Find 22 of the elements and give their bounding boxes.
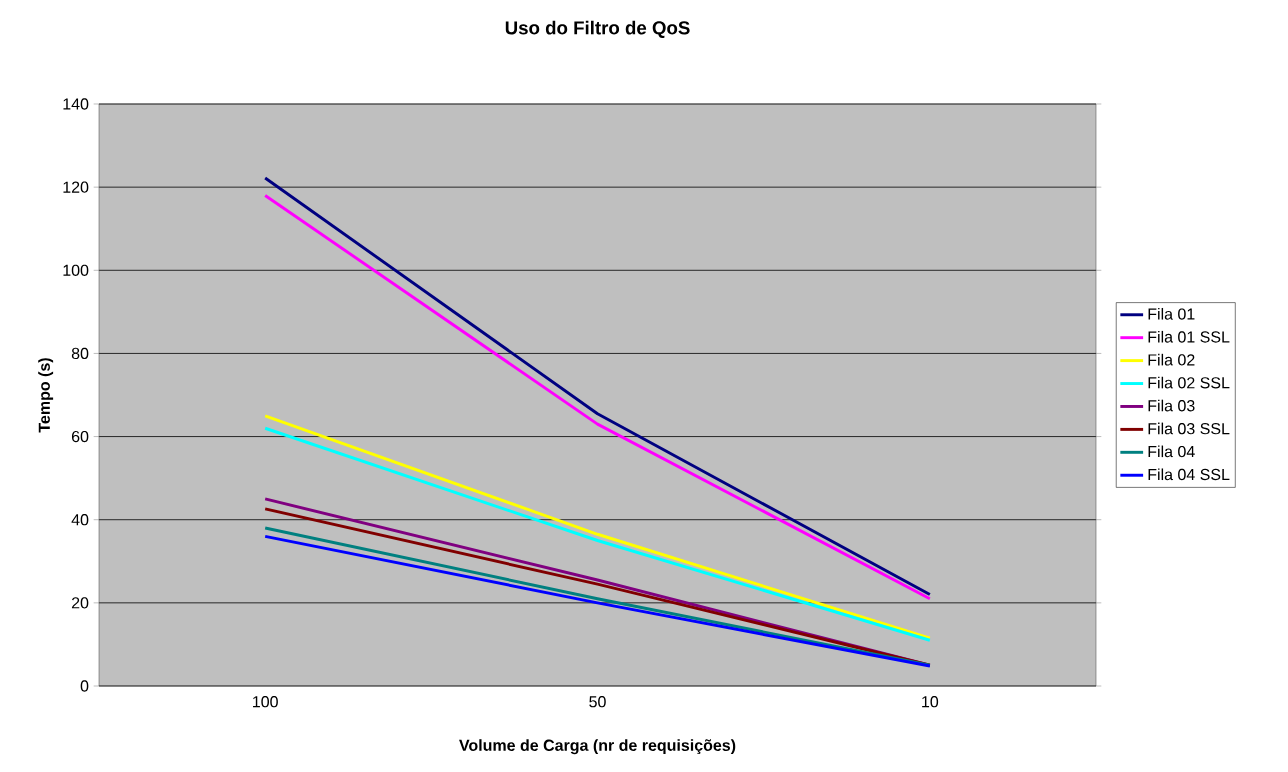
x-tick-label: 50	[589, 696, 606, 708]
y-tick-label: 20	[71, 597, 89, 609]
x-tick-label: 100	[253, 696, 278, 708]
chart-title: Uso do Filtro de QoS	[505, 20, 690, 38]
y-tick-label: 80	[71, 347, 89, 360]
y-tick-label: 60	[71, 430, 89, 443]
y-tick-label: 120	[63, 181, 89, 193]
x-axis-title: Volume de Carga (nr de requisições)	[459, 739, 736, 755]
legend-label: Fila 02	[1148, 353, 1195, 366]
y-tick-label: 100	[63, 264, 89, 276]
x-tick-label: 10	[922, 696, 939, 708]
legend-label: Fila 02 SSL	[1148, 376, 1230, 389]
legend-label: Fila 03 SSL	[1148, 422, 1230, 435]
legend-label: Fila 03	[1148, 399, 1195, 412]
legend-label: Fila 01	[1148, 307, 1195, 320]
y-tick-label: 40	[71, 514, 89, 526]
legend-label: Fila 04	[1148, 445, 1195, 458]
y-tick-label: 140	[63, 98, 89, 110]
y-tick-label: 0	[80, 680, 89, 692]
y-axis-title: Tempo (s)	[38, 358, 54, 433]
legend-label: Fila 04 SSL	[1148, 468, 1230, 481]
legend-label: Fila 01 SSL	[1148, 330, 1230, 343]
